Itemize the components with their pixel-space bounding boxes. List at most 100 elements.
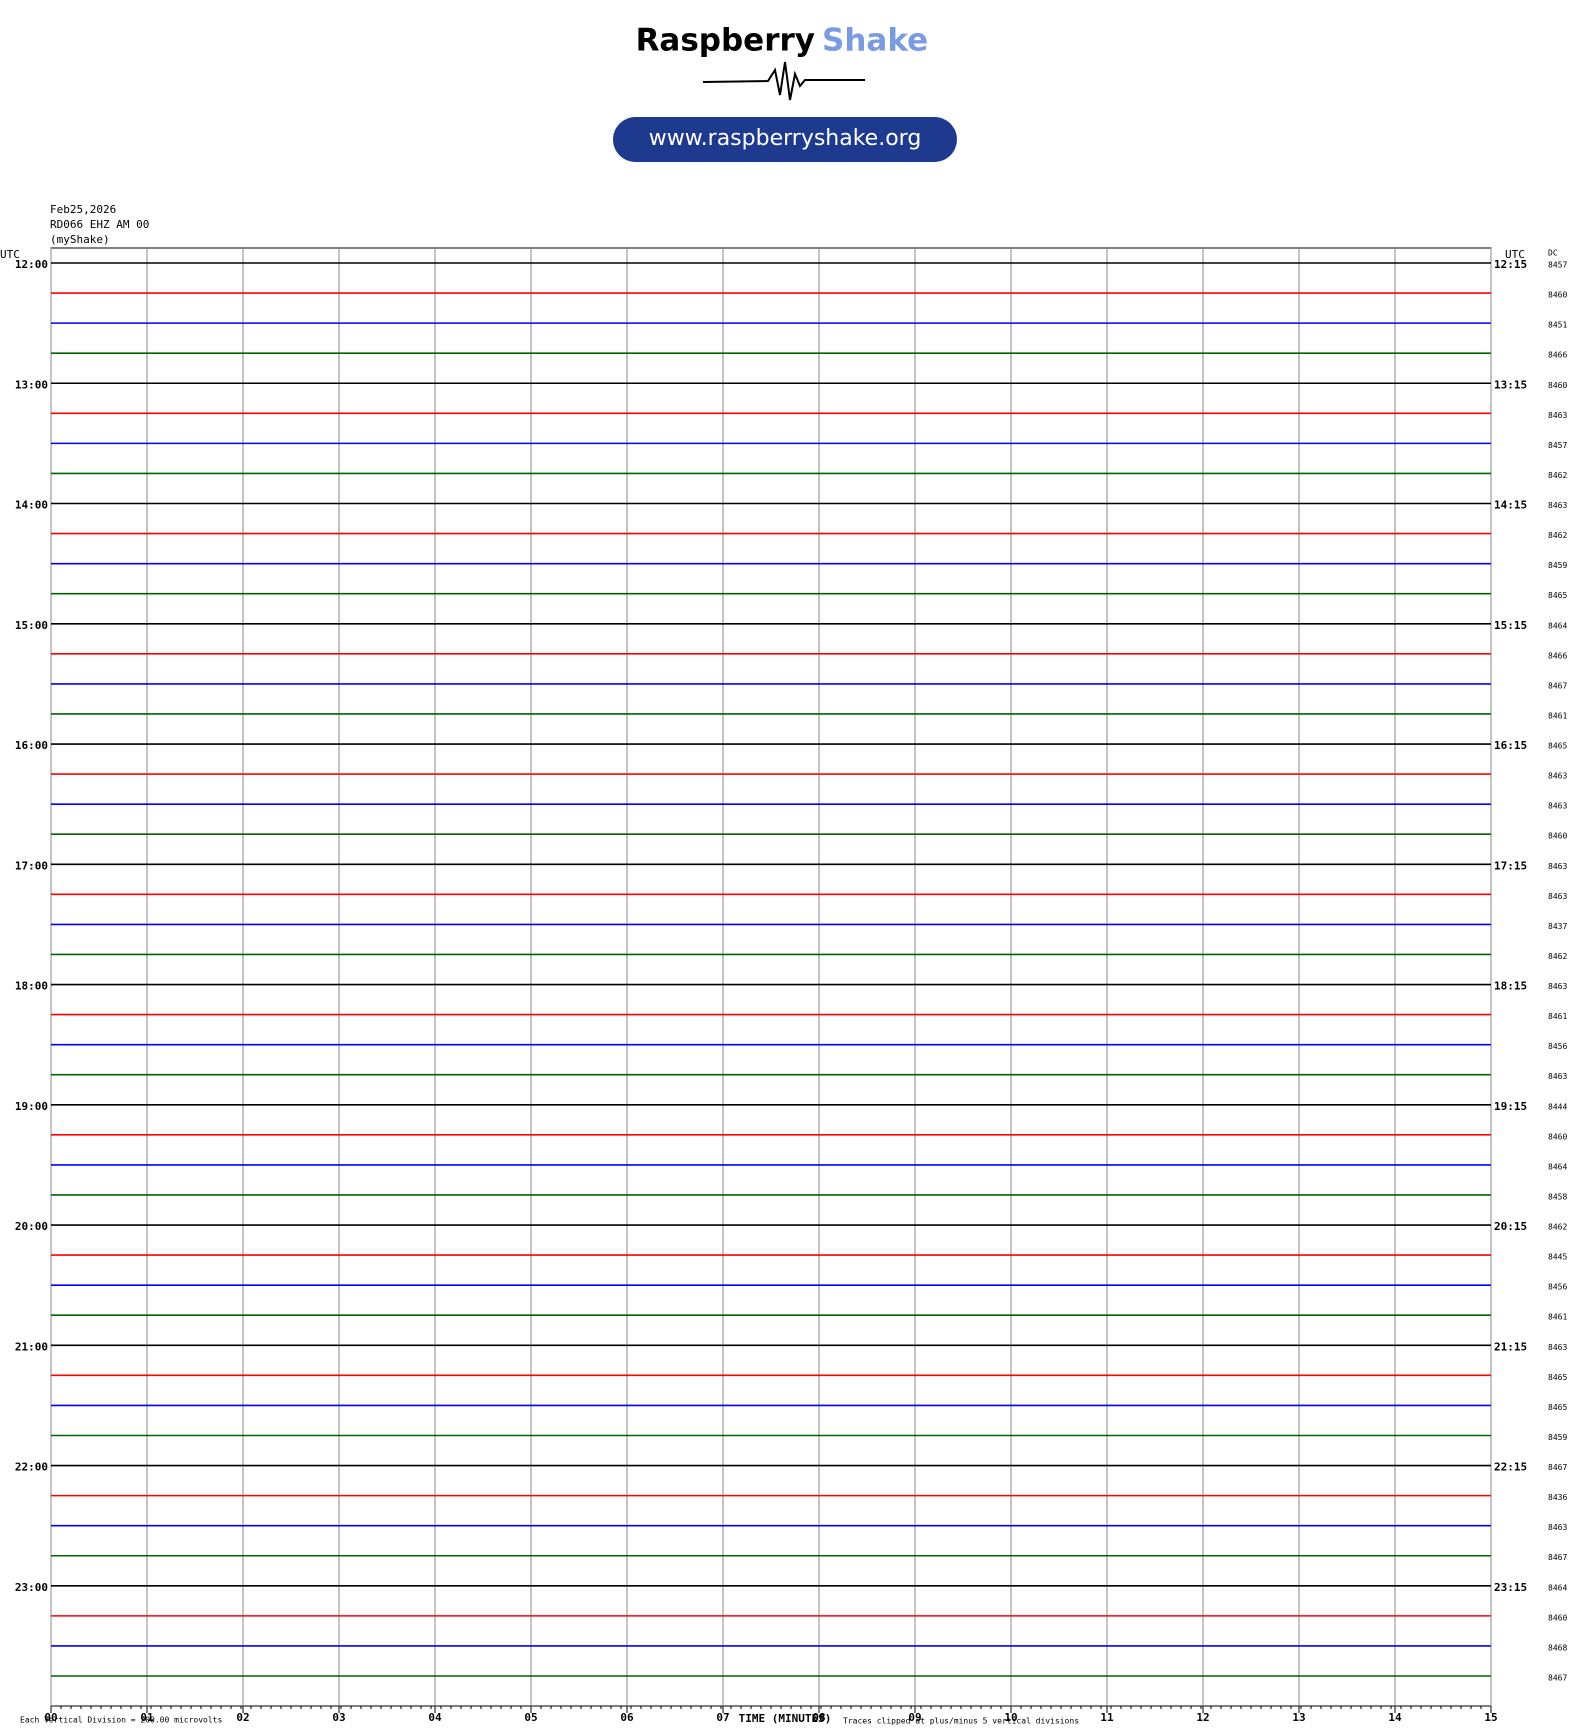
- dc-value: 8465: [1548, 742, 1567, 751]
- x-tick-label: 13: [1292, 1711, 1305, 1724]
- dc-value: 8463: [1548, 892, 1567, 901]
- x-tick-label: 09: [908, 1711, 921, 1724]
- dc-value: 8437: [1548, 922, 1567, 931]
- dc-value: 8451: [1548, 321, 1567, 330]
- dc-value: 8466: [1548, 651, 1567, 660]
- dc-value: 8468: [1548, 1643, 1567, 1652]
- x-tick-label: 02: [236, 1711, 249, 1724]
- logo-squiggle: [702, 61, 865, 101]
- dc-value: 8459: [1548, 1433, 1567, 1442]
- dc-value: 8456: [1548, 1042, 1567, 1051]
- dc-value: 8467: [1548, 1553, 1567, 1562]
- hour-label-left: 16:00: [15, 739, 48, 752]
- hour-label-left: 18:00: [15, 980, 48, 993]
- hour-label-right: 22:15: [1494, 1461, 1527, 1474]
- dc-value: 8467: [1548, 1463, 1567, 1472]
- logo-word-1: Raspberry: [636, 23, 815, 59]
- dc-value: 8466: [1548, 351, 1567, 360]
- dc-value: 8464: [1548, 621, 1567, 630]
- hour-label-left: 12:00: [15, 258, 48, 271]
- dc-value: 8460: [1548, 291, 1567, 300]
- dc-value: 8458: [1548, 1192, 1567, 1201]
- x-tick-label: 15: [1484, 1711, 1497, 1724]
- hour-label-right: 12:15: [1494, 258, 1527, 271]
- dc-value: 8444: [1548, 1102, 1567, 1111]
- dc-value: 8462: [1548, 1223, 1567, 1232]
- dc-value: 8460: [1548, 1613, 1567, 1622]
- logo-word-2: Shake: [822, 23, 928, 59]
- hour-label-left: 22:00: [15, 1461, 48, 1474]
- hour-label-right: 15:15: [1494, 619, 1527, 632]
- dc-value: 8467: [1548, 681, 1567, 690]
- x-tick-label: 01: [140, 1711, 154, 1724]
- hour-label-right: 21:15: [1494, 1340, 1527, 1353]
- utc-left: UTC: [0, 248, 20, 261]
- dc-value: 8456: [1548, 1283, 1567, 1292]
- dc-value: 8460: [1548, 381, 1567, 390]
- dc-header: DC: [1548, 249, 1558, 258]
- dc-value: 8462: [1548, 952, 1567, 961]
- channel: RD066 EHZ AM 00: [50, 218, 149, 231]
- utc-right: UTC: [1505, 248, 1525, 261]
- x-tick-label: 04: [428, 1711, 442, 1724]
- hour-label-left: 19:00: [15, 1100, 48, 1113]
- hour-label-right: 23:15: [1494, 1581, 1527, 1594]
- hour-label-left: 20:00: [15, 1220, 48, 1233]
- hour-label-left: 21:00: [15, 1340, 48, 1353]
- plot-frame: [50, 247, 1492, 1707]
- dc-value: 8462: [1548, 471, 1567, 480]
- x-tick-label: 00: [44, 1711, 57, 1724]
- dc-value: 8461: [1548, 1012, 1567, 1021]
- dc-value: 8463: [1548, 1523, 1567, 1532]
- x-tick-label: 11: [1100, 1711, 1114, 1724]
- dc-value: 8465: [1548, 1373, 1567, 1382]
- hour-label-right: 20:15: [1494, 1220, 1527, 1233]
- x-tick-label: 06: [620, 1711, 634, 1724]
- hour-label-right: 13:15: [1494, 378, 1527, 391]
- dc-value: 8463: [1548, 411, 1567, 420]
- dc-value: 8463: [1548, 982, 1567, 991]
- dc-value: 8460: [1548, 832, 1567, 841]
- dc-value: 8464: [1548, 1162, 1567, 1171]
- dc-value: 8461: [1548, 1313, 1567, 1322]
- x-tick-label: 08: [812, 1711, 825, 1724]
- hour-label-left: 23:00: [15, 1581, 48, 1594]
- hour-label-left: 15:00: [15, 619, 48, 632]
- url-pill: [613, 117, 957, 162]
- dc-value: 8465: [1548, 1403, 1567, 1412]
- dc-value: 8459: [1548, 561, 1567, 570]
- dc-value: 8463: [1548, 772, 1567, 781]
- x-tick-label: 07: [716, 1711, 729, 1724]
- hour-label-left: 14:00: [15, 499, 48, 512]
- x-tick-label: 12: [1196, 1711, 1209, 1724]
- dc-value: 8467: [1548, 1674, 1567, 1683]
- x-tick-label: 10: [1004, 1711, 1017, 1724]
- hour-label-right: 16:15: [1494, 739, 1527, 752]
- date: Feb25,2026: [50, 203, 116, 216]
- x-tick-label: 05: [524, 1711, 537, 1724]
- dc-value: 8461: [1548, 711, 1567, 720]
- hour-label-left: 13:00: [15, 378, 48, 391]
- dc-value: 8457: [1548, 441, 1567, 450]
- dc-value: 8463: [1548, 1343, 1567, 1352]
- hour-label-right: 17:15: [1494, 859, 1527, 872]
- hour-label-left: 17:00: [15, 859, 48, 872]
- scale-note: Each Vertical Division = 200.00 microvol…: [20, 1716, 222, 1725]
- clip-note: Traces clipped at plus/minus 5 vertical …: [843, 1717, 1079, 1726]
- dc-value: 8462: [1548, 531, 1567, 540]
- dc-value: 8465: [1548, 591, 1567, 600]
- dc-value: 8463: [1548, 802, 1567, 811]
- dc-value: 8464: [1548, 1583, 1567, 1592]
- hour-label-right: 14:15: [1494, 499, 1527, 512]
- hour-label-right: 19:15: [1494, 1100, 1527, 1113]
- dc-value: 8457: [1548, 261, 1567, 270]
- dc-value: 8460: [1548, 1132, 1567, 1141]
- dc-value: 8463: [1548, 501, 1567, 510]
- x-axis-title: TIME (MINUTES): [739, 1712, 832, 1725]
- network: (myShake): [50, 233, 110, 246]
- dc-value: 8445: [1548, 1253, 1567, 1262]
- dc-value: 8463: [1548, 862, 1567, 871]
- dc-value: 8436: [1548, 1493, 1567, 1502]
- hour-label-right: 18:15: [1494, 980, 1527, 993]
